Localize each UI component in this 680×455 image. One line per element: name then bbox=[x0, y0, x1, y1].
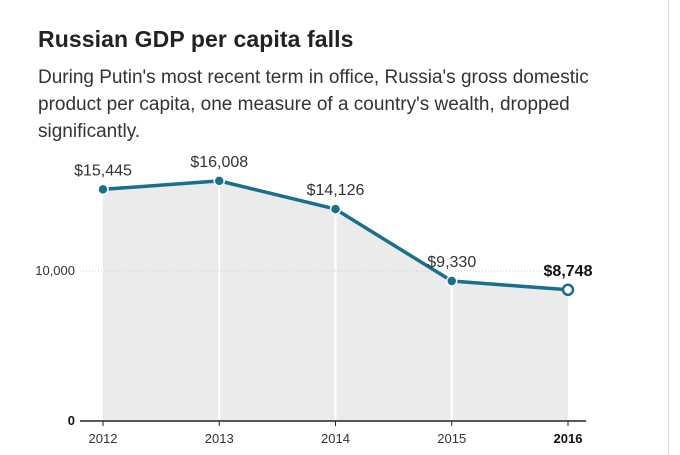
y-tick-label: 0 bbox=[68, 413, 75, 428]
data-point bbox=[446, 275, 458, 287]
area-layer bbox=[103, 180, 568, 421]
data-point-highlight bbox=[561, 283, 575, 297]
data-label: $15,445 bbox=[74, 162, 132, 179]
page-edge-divider bbox=[668, 0, 669, 455]
data-label: $14,126 bbox=[307, 182, 365, 199]
chart-title: Russian GDP per capita falls bbox=[38, 26, 354, 52]
point-layer bbox=[97, 175, 575, 297]
x-tick-label: 2013 bbox=[205, 431, 234, 446]
data-label: $8,748 bbox=[544, 263, 593, 280]
chart-subtitle: During Putin's most recent term in offic… bbox=[38, 67, 589, 142]
data-point bbox=[213, 175, 225, 187]
x-tick-label: 2016 bbox=[554, 431, 583, 446]
y-tick-label: 10,000 bbox=[35, 263, 75, 278]
x-tick-label: 2015 bbox=[437, 431, 466, 446]
data-label: $16,008 bbox=[190, 154, 248, 171]
data-label: $9,330 bbox=[427, 254, 476, 271]
x-tick-label: 2014 bbox=[321, 431, 350, 446]
data-point bbox=[97, 183, 109, 196]
axis-layer: 0 10,000 2012 2013 2014 2015 2016 bbox=[35, 263, 586, 446]
label-layer: $15,445 $16,008 $14,126 $9,330 $8,748 bbox=[74, 154, 592, 280]
data-point bbox=[329, 203, 342, 215]
x-tick-label: 2012 bbox=[89, 431, 118, 446]
